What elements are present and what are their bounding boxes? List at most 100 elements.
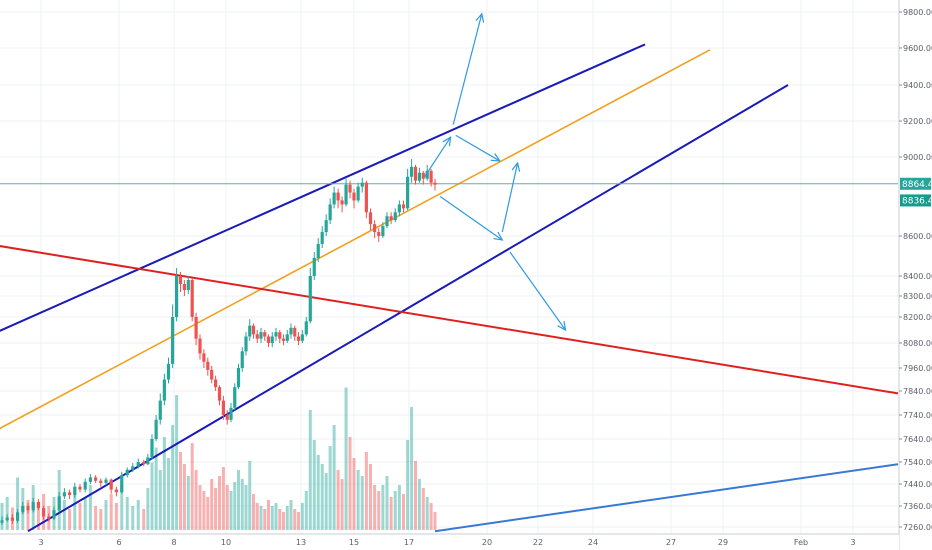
volume-bar	[417, 479, 421, 530]
x-tick-label: 27	[666, 538, 676, 547]
candle-body	[270, 336, 274, 343]
y-tick-label: 9200.00	[903, 117, 932, 126]
projection-arrows	[424, 12, 567, 332]
x-tick-label: 8	[171, 538, 176, 547]
volume-bar	[136, 500, 140, 530]
candle-body	[190, 280, 194, 317]
price-tag-last	[900, 177, 931, 190]
candle-body	[202, 353, 206, 362]
volume-bar	[389, 497, 393, 530]
volume-bar	[179, 452, 182, 530]
volume-bar	[297, 512, 300, 530]
candle-body	[120, 475, 124, 493]
volume-bar	[402, 494, 405, 530]
candle-body	[340, 200, 344, 205]
volume-bar	[308, 410, 312, 530]
x-tick-label: 3	[850, 538, 855, 547]
candle-body	[410, 166, 414, 177]
trendline-resistance[interactable]	[0, 240, 899, 395]
projection-arrow[interactable]	[455, 134, 501, 162]
candle-body	[125, 469, 129, 476]
volume-bar	[158, 470, 162, 530]
volume-bar	[142, 509, 146, 530]
projection-arrow[interactable]	[439, 196, 504, 241]
y-tick-label: 7540.00	[903, 458, 932, 467]
candle-body	[312, 258, 316, 276]
candle-body	[348, 184, 352, 193]
volume-bar	[336, 470, 340, 530]
projection-arrow[interactable]	[509, 251, 567, 332]
candle-body	[175, 276, 179, 317]
volume-bar	[425, 497, 429, 530]
y-tick-label: 7740.00	[903, 411, 932, 420]
volume-bar	[289, 500, 293, 530]
candle-body	[16, 512, 20, 521]
candle-body	[225, 415, 229, 420]
volume-bar	[278, 509, 282, 530]
volume-bar	[360, 476, 364, 530]
volume-bar	[233, 482, 237, 530]
candle-body	[304, 321, 308, 335]
trendline-channel-upper[interactable]	[0, 43, 646, 347]
volume-bar	[167, 458, 170, 530]
candle-body	[10, 517, 14, 521]
candle-body	[368, 212, 373, 225]
volume-bar	[397, 485, 401, 530]
trendline-channel-mid[interactable]	[0, 49, 711, 434]
volume-bar	[218, 476, 221, 530]
trendline-channel-lower[interactable]	[27, 84, 789, 533]
candle-body	[146, 457, 150, 465]
candle-body	[285, 334, 289, 341]
candle-body	[186, 280, 190, 290]
candle-body	[217, 387, 222, 401]
volume-bar	[68, 509, 72, 530]
volume-bar	[324, 473, 328, 530]
volume-bar	[16, 477, 20, 530]
candle-body	[114, 489, 118, 493]
volume-bar	[5, 497, 9, 530]
volume-bar	[190, 443, 194, 530]
y-tick-label: 8600.00	[903, 232, 932, 241]
candle-body	[31, 501, 35, 511]
candle-body	[344, 184, 348, 205]
x-tick-label: Feb	[794, 538, 808, 547]
candle-body	[0, 520, 4, 523]
volume-bar	[377, 491, 381, 530]
volume-bar	[94, 506, 98, 530]
candle-body	[206, 361, 210, 370]
candlesticks	[0, 158, 437, 525]
candle-body	[425, 170, 429, 179]
y-tick-label: 9800.00	[903, 8, 932, 17]
y-tick-label: 8300.00	[903, 292, 932, 301]
candle-body	[162, 379, 166, 401]
y-tick-label: 7440.00	[903, 480, 932, 489]
candle-body	[417, 172, 421, 181]
x-tick-label: 29	[718, 538, 728, 547]
candle-body	[360, 182, 364, 187]
volume-bar	[364, 452, 368, 530]
volume-bar	[150, 462, 154, 530]
projection-arrow[interactable]	[424, 136, 452, 178]
x-tick-label: 22	[533, 538, 543, 547]
candle-body	[109, 479, 113, 490]
x-tick-label: 15	[349, 538, 359, 547]
candle-body	[99, 480, 103, 483]
volume-bar	[255, 503, 259, 530]
volume-bar	[385, 476, 389, 530]
volume-bar	[344, 387, 348, 530]
volume-bar	[267, 500, 270, 530]
candle-body	[42, 508, 46, 517]
projection-arrow[interactable]	[501, 161, 521, 233]
candle-body	[373, 224, 377, 233]
volume-bar	[393, 491, 397, 530]
candle-body	[259, 332, 263, 339]
projection-arrow[interactable]	[452, 12, 485, 125]
volume-bar	[225, 485, 229, 530]
trendline-support[interactable]	[434, 463, 899, 533]
volume-bar	[328, 446, 332, 530]
y-tick-label: 8400.00	[903, 272, 932, 281]
candle-body	[296, 336, 301, 341]
volume-bar	[73, 491, 77, 530]
